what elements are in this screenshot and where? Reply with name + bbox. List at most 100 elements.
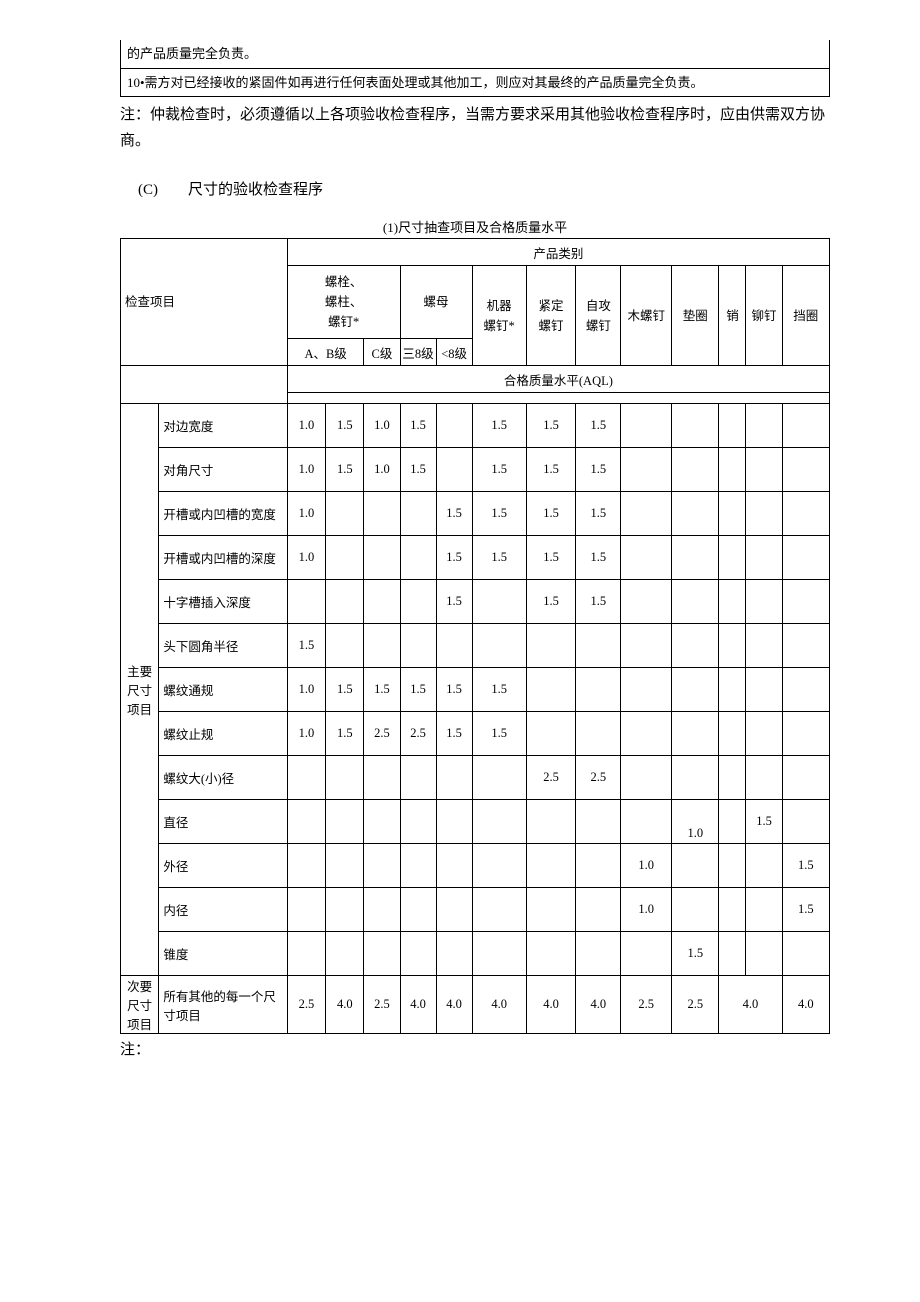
cell: 1.5 [472, 668, 526, 712]
cell: 1.5 [576, 448, 621, 492]
cell: 2.5 [400, 712, 436, 756]
cell: 1.5 [326, 404, 364, 448]
hdr-lt8: <8级 [436, 339, 472, 366]
cell: 1.5 [400, 448, 436, 492]
cell [621, 668, 672, 712]
cell [782, 448, 829, 492]
cell [672, 844, 719, 888]
cell [326, 800, 364, 844]
cell: 2.5 [364, 976, 400, 1034]
cell: 1.5 [436, 712, 472, 756]
cell: 1.0 [287, 712, 325, 756]
cell: 1.5 [576, 536, 621, 580]
cell [364, 888, 400, 932]
cell: 1.5 [576, 492, 621, 536]
row-label: 对角尺寸 [159, 448, 288, 492]
cell: 1.0 [287, 492, 325, 536]
cell: 1.5 [436, 536, 472, 580]
hdr-check-item: 检查项目 [121, 239, 288, 366]
spacer-right [287, 393, 829, 404]
cell [576, 712, 621, 756]
hdr-set-screw: 紧定 螺钉 [526, 266, 576, 366]
cell [621, 800, 672, 844]
cell: 1.5 [436, 580, 472, 624]
row-label: 头下圆角半径 [159, 624, 288, 668]
cell [400, 888, 436, 932]
cell [400, 492, 436, 536]
cell [621, 756, 672, 800]
row-label: 开槽或内凹槽的深度 [159, 536, 288, 580]
cell: 1.5 [472, 404, 526, 448]
cell [326, 624, 364, 668]
cell [436, 800, 472, 844]
hdr-self-tap: 自攻 螺钉 [576, 266, 621, 366]
cell [287, 844, 325, 888]
cell [526, 800, 576, 844]
cell [782, 580, 829, 624]
sec-row-label: 所有其他的每一个尺寸项目 [159, 976, 288, 1034]
cell [782, 756, 829, 800]
row-label: 开槽或内凹槽的宽度 [159, 492, 288, 536]
hdr-wood-screw: 木螺钉 [621, 266, 672, 366]
cell [472, 888, 526, 932]
cell [672, 448, 719, 492]
cell [782, 712, 829, 756]
cell: 1.5 [472, 448, 526, 492]
top-line-1: 的产品质量完全负责。 [121, 40, 829, 68]
cell [576, 624, 621, 668]
cell [436, 404, 472, 448]
row-label: 内径 [159, 888, 288, 932]
cell [621, 712, 672, 756]
cell: 1.5 [400, 404, 436, 448]
cell [364, 800, 400, 844]
cell [472, 844, 526, 888]
cell: 1.0 [287, 448, 325, 492]
cell: 2.5 [576, 756, 621, 800]
row-label: 直径 [159, 800, 288, 844]
cell: 1.5 [526, 580, 576, 624]
cell: 4.0 [436, 976, 472, 1034]
cell [719, 800, 746, 844]
cell [326, 580, 364, 624]
cell [364, 756, 400, 800]
cell [719, 624, 746, 668]
cell [436, 844, 472, 888]
cell [746, 404, 782, 448]
cell [621, 580, 672, 624]
cell [719, 580, 746, 624]
cell [526, 668, 576, 712]
cell: 1.5 [526, 404, 576, 448]
cell: 1.5 [436, 668, 472, 712]
cell [782, 536, 829, 580]
cell: 1.0 [621, 844, 672, 888]
cell [719, 536, 746, 580]
cell [576, 844, 621, 888]
cell [400, 536, 436, 580]
row-label: 螺纹止规 [159, 712, 288, 756]
cell [400, 844, 436, 888]
cell [672, 404, 719, 448]
cell [672, 888, 719, 932]
cell [436, 624, 472, 668]
cell: 1.5 [576, 580, 621, 624]
row-label: 对边宽度 [159, 404, 288, 448]
cell [326, 844, 364, 888]
cell: 4.0 [576, 976, 621, 1034]
cell [287, 756, 325, 800]
group-sec: 次要 尺寸 项目 [121, 976, 159, 1034]
cell [672, 668, 719, 712]
cell: 1.5 [400, 668, 436, 712]
cell: 2.5 [526, 756, 576, 800]
cell: 1.5 [782, 844, 829, 888]
cell [526, 712, 576, 756]
cell [287, 800, 325, 844]
cell [526, 888, 576, 932]
arbitration-note: 注：仲裁检查时，必须遵循以上各项验收检查程序，当需方要求采用其他验收检查程序时，… [120, 103, 830, 154]
cell: 1.5 [436, 492, 472, 536]
cell [400, 580, 436, 624]
cell [576, 888, 621, 932]
cell [719, 404, 746, 448]
cell: 1.5 [782, 888, 829, 932]
cell [719, 888, 746, 932]
cell [472, 624, 526, 668]
